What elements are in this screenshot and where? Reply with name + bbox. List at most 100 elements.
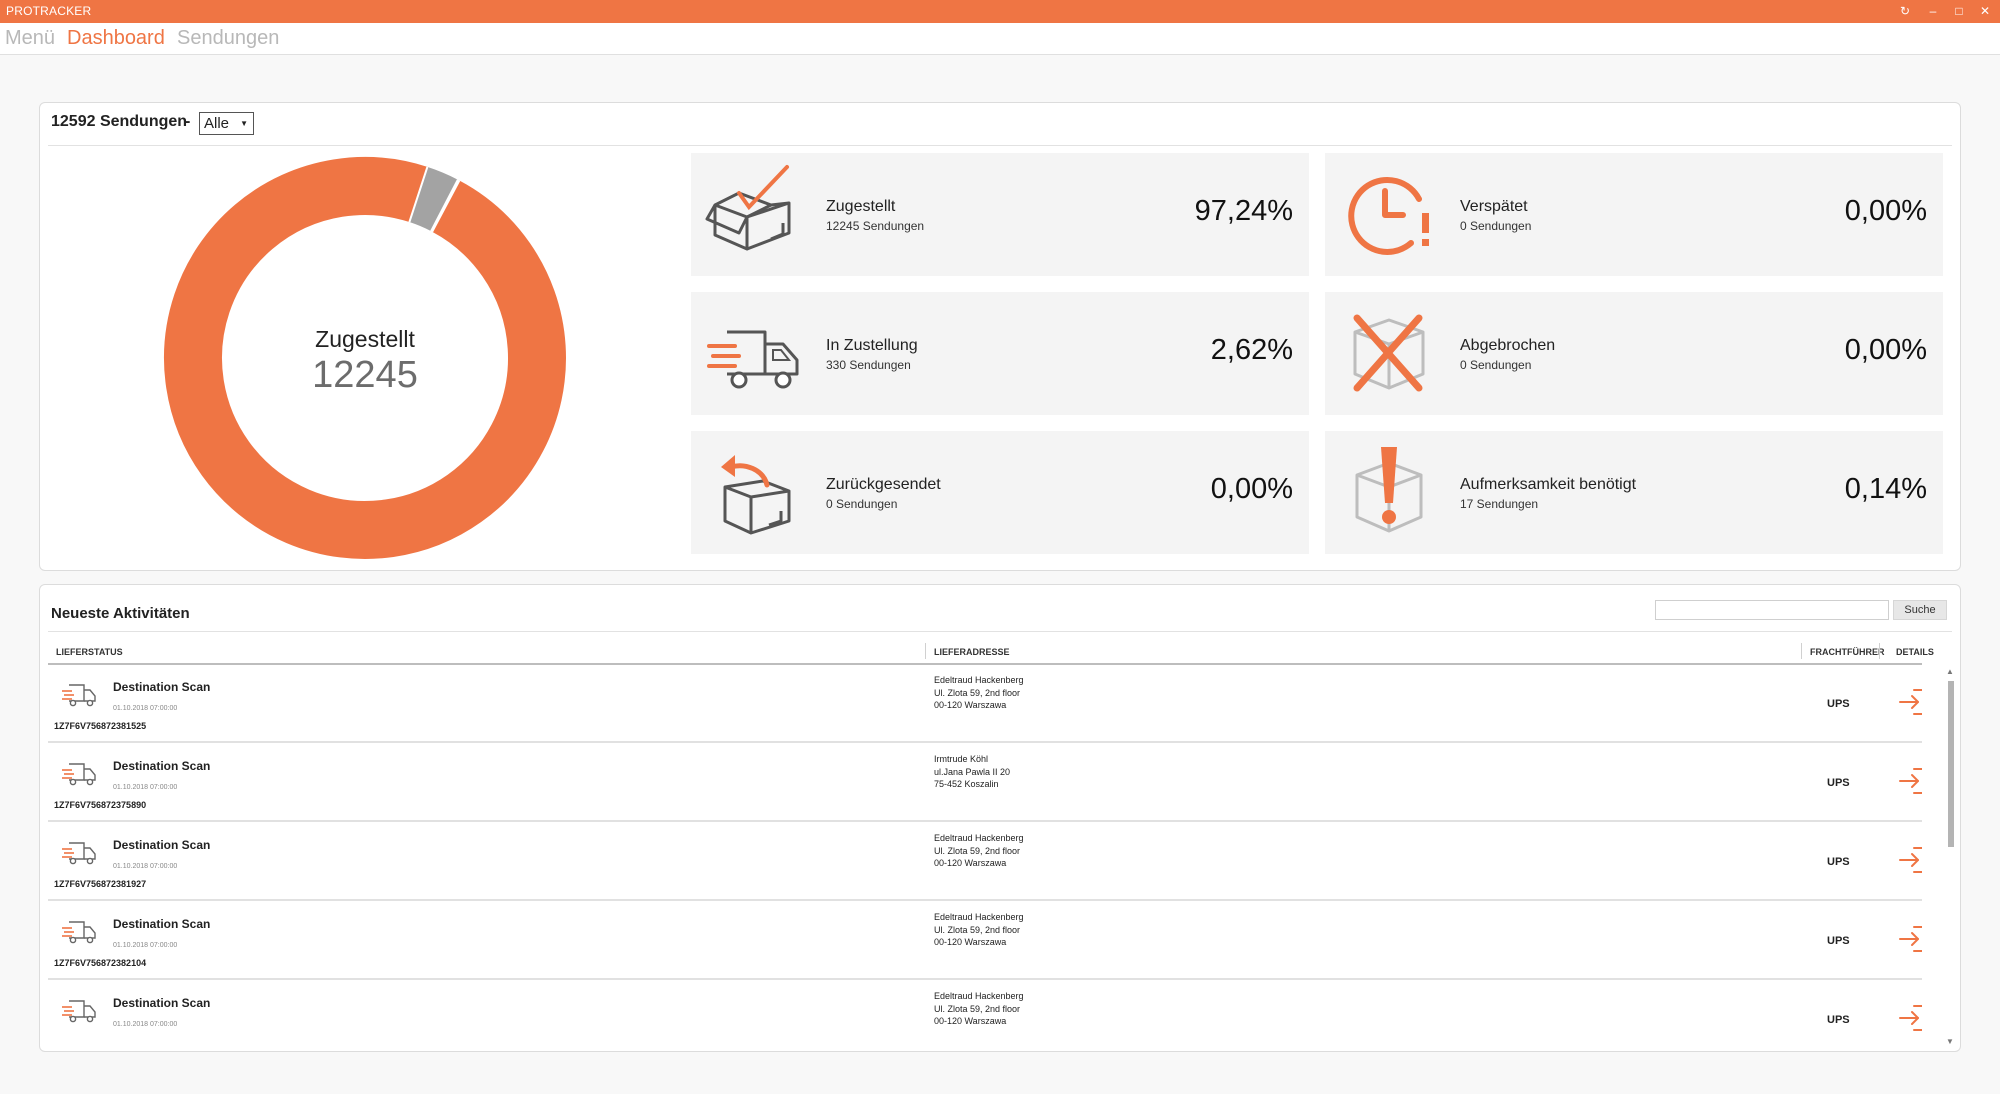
address-line: 00-120 Warszawa: [934, 700, 1007, 710]
stat-percent: 0,14%: [1844, 473, 1927, 505]
details-arrow-icon[interactable]: [1898, 687, 1922, 717]
row-status: Destination Scan: [113, 759, 211, 773]
stat-count: 330 Sendungen: [826, 358, 911, 372]
donut-separator: [430, 179, 459, 232]
details-arrow-icon[interactable]: [1898, 766, 1922, 796]
truck-icon: [707, 330, 799, 389]
truck-icon: [62, 921, 96, 944]
app-title: PROTRACKER: [6, 4, 92, 18]
row-date: 01.10.2018 07:00:00: [113, 863, 178, 870]
donut-segment-zugestellt: [164, 157, 566, 559]
activity-list: Destination Scan 01.10.2018 07:00:00 1Z7…: [48, 665, 1922, 1049]
shipment-count: 12592 Sendungen: [51, 113, 188, 130]
row-tracking: 1Z7F6V756872375890: [54, 800, 147, 810]
nav-shipments[interactable]: Sendungen: [177, 27, 280, 49]
header-separator: -: [185, 113, 191, 130]
search-button[interactable]: Suche: [1893, 600, 1947, 620]
vertical-scrollbar[interactable]: ▲ ▼: [1944, 665, 1958, 1049]
stat-card-delivered[interactable]: Zugestellt 12245 Sendungen 97,24%: [691, 153, 1309, 276]
row-date: 01.10.2018 07:00:00: [113, 784, 178, 791]
row-address: Edeltraud Hackenberg Ul. Zlota 59, 2nd fl…: [934, 911, 1024, 949]
stat-card-cancelled[interactable]: Abgebrochen 0 Sendungen 0,00%: [1325, 292, 1943, 415]
row-status: Destination Scan: [113, 996, 211, 1010]
row-tracking: 1Z7F6V756872381525: [54, 721, 147, 731]
refresh-icon[interactable]: ↻: [1899, 4, 1911, 18]
row-date: 01.10.2018 07:00:00: [113, 942, 178, 949]
details-arrow-icon[interactable]: [1898, 1003, 1922, 1033]
table-row[interactable]: Destination Scan 01.10.2018 07:00:00 1Z7…: [48, 823, 1922, 901]
address-line: Ul. Zlota 59, 2nd floor: [934, 687, 1021, 698]
late-clock-icon: [1348, 176, 1429, 255]
stat-label: Abgebrochen: [1460, 337, 1556, 354]
stat-card-late[interactable]: Verspätet 0 Sendungen 0,00%: [1325, 153, 1943, 276]
filter-value: Alle: [204, 115, 230, 132]
header-rule: [48, 663, 1922, 665]
row-status: Destination Scan: [113, 838, 211, 852]
details-arrow-icon[interactable]: [1898, 845, 1922, 875]
truck-icon: [62, 1000, 96, 1023]
column-divider: [1879, 643, 1880, 659]
maximize-icon[interactable]: □: [1955, 4, 1963, 18]
column-header-carrier[interactable]: FRACHTFÜHRER: [1810, 647, 1885, 657]
stat-count: 0 Sendungen: [826, 497, 898, 511]
title-bar: PROTRACKER ↻ – □ ✕: [0, 0, 2000, 23]
details-arrow-icon[interactable]: [1898, 924, 1922, 954]
scroll-down-icon[interactable]: ▼: [1946, 1037, 1954, 1046]
table-row[interactable]: Destination Scan 01.10.2018 07:00:00 1Z7…: [48, 902, 1922, 980]
scroll-up-icon[interactable]: ▲: [1946, 667, 1954, 676]
returned-box-icon: [721, 455, 791, 535]
caret-down-icon: ▼: [240, 119, 248, 128]
address-line: ul.Jana Pawla II 20: [934, 766, 1011, 777]
nav-dashboard[interactable]: Dashboard: [67, 27, 165, 49]
divider: [48, 145, 1952, 146]
stat-percent: 0,00%: [1844, 195, 1927, 227]
row-carrier: UPS: [1827, 1014, 1850, 1026]
row-date: 01.10.2018 07:00:00: [113, 705, 178, 712]
donut-svg: [164, 157, 566, 559]
address-line: 00-120 Warszawa: [934, 858, 1007, 868]
column-header-status[interactable]: LIEFERSTATUS: [56, 647, 123, 657]
table-row[interactable]: Destination Scan 01.10.2018 07:00:00 Ede…: [48, 981, 1922, 1049]
table-row[interactable]: Destination Scan 01.10.2018 07:00:00 1Z7…: [48, 744, 1922, 822]
search-input[interactable]: [1655, 600, 1889, 620]
stat-label: Aufmerksamkeit benötigt: [1460, 476, 1637, 493]
status-donut-chart: Zugestellt 12245: [163, 156, 567, 560]
stat-count: 17 Sendungen: [1460, 497, 1539, 511]
row-date: 01.10.2018 07:00:00: [113, 1021, 178, 1028]
row-address: Irmtrude Köhl ul.Jana Pawla II 20 75-452 K…: [934, 753, 1010, 791]
minimize-icon[interactable]: –: [1929, 4, 1937, 18]
close-icon[interactable]: ✕: [1979, 4, 1991, 18]
cancelled-box-icon: [1353, 314, 1425, 392]
stat-label: Zugestellt: [826, 198, 896, 215]
stat-card-in-delivery[interactable]: In Zustellung 330 Sendungen 2,62%: [691, 292, 1309, 415]
column-header-address[interactable]: LIEFERADRESSE: [934, 647, 1010, 657]
address-line: 75-452 Koszalin: [934, 779, 999, 789]
stat-percent: 2,62%: [1210, 334, 1293, 366]
donut-segment-in-zustellung: [408, 166, 458, 232]
filter-select[interactable]: Alle ▼: [199, 112, 254, 135]
table-row[interactable]: Destination Scan 01.10.2018 07:00:00 1Z7…: [48, 665, 1922, 743]
stat-card-attention[interactable]: Aufmerksamkeit benötigt 17 Sendungen 0,1…: [1325, 431, 1943, 554]
donut-separator: [408, 166, 429, 223]
address-line: Irmtrude Köhl: [934, 754, 989, 764]
nav-menu[interactable]: Menü: [5, 27, 56, 49]
address-line: Ul. Zlota 59, 2nd floor: [934, 845, 1021, 856]
truck-icon: [62, 842, 96, 865]
row-carrier: UPS: [1827, 698, 1850, 710]
address-line: Edeltraud Hackenberg: [934, 991, 1024, 1001]
row-address: Edeltraud Hackenberg Ul. Zlota 59, 2nd fl…: [934, 990, 1024, 1028]
nav-bar: Menü Dashboard Sendungen: [0, 23, 2000, 55]
stat-card-returned[interactable]: Zurückgesendet 0 Sendungen 0,00%: [691, 431, 1309, 554]
address-line: 00-120 Warszawa: [934, 937, 1007, 947]
stat-label: Verspätet: [1460, 198, 1528, 215]
row-tracking: 1Z7F6V756872382104: [54, 958, 147, 968]
stat-count: 0 Sendungen: [1460, 219, 1532, 233]
column-divider: [1801, 643, 1802, 659]
row-address: Edeltraud Hackenberg Ul. Zlota 59, 2nd fl…: [934, 674, 1024, 712]
column-header-details[interactable]: DETAILS: [1896, 647, 1934, 657]
address-line: Edeltraud Hackenberg: [934, 833, 1024, 843]
scroll-thumb[interactable]: [1948, 681, 1954, 847]
address-line: Edeltraud Hackenberg: [934, 675, 1024, 685]
column-divider: [925, 643, 926, 659]
activity-panel: Neueste Aktivitäten Suche LIEFERSTATUS L…: [39, 584, 1961, 1052]
